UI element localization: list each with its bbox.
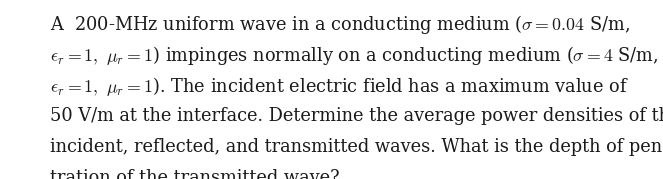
- Text: A  200-MHz uniform wave in a conducting medium ($\sigma = 0.04$ S/m,: A 200-MHz uniform wave in a conducting m…: [50, 13, 630, 35]
- Text: $\epsilon_r = 1,\ \mu_r = 1$). The incident electric field has a maximum value o: $\epsilon_r = 1,\ \mu_r = 1$). The incid…: [50, 75, 629, 98]
- Text: $\epsilon_r = 1,\ \mu_r = 1$) impinges normally on a conducting medium ($\sigma : $\epsilon_r = 1,\ \mu_r = 1$) impinges n…: [50, 44, 658, 67]
- Text: incident, reflected, and transmitted waves. What is the depth of pene-: incident, reflected, and transmitted wav…: [50, 138, 663, 156]
- Text: 50 V/m at the interface. Determine the average power densities of the: 50 V/m at the interface. Determine the a…: [50, 107, 663, 125]
- Text: tration of the transmitted wave?: tration of the transmitted wave?: [50, 169, 339, 179]
